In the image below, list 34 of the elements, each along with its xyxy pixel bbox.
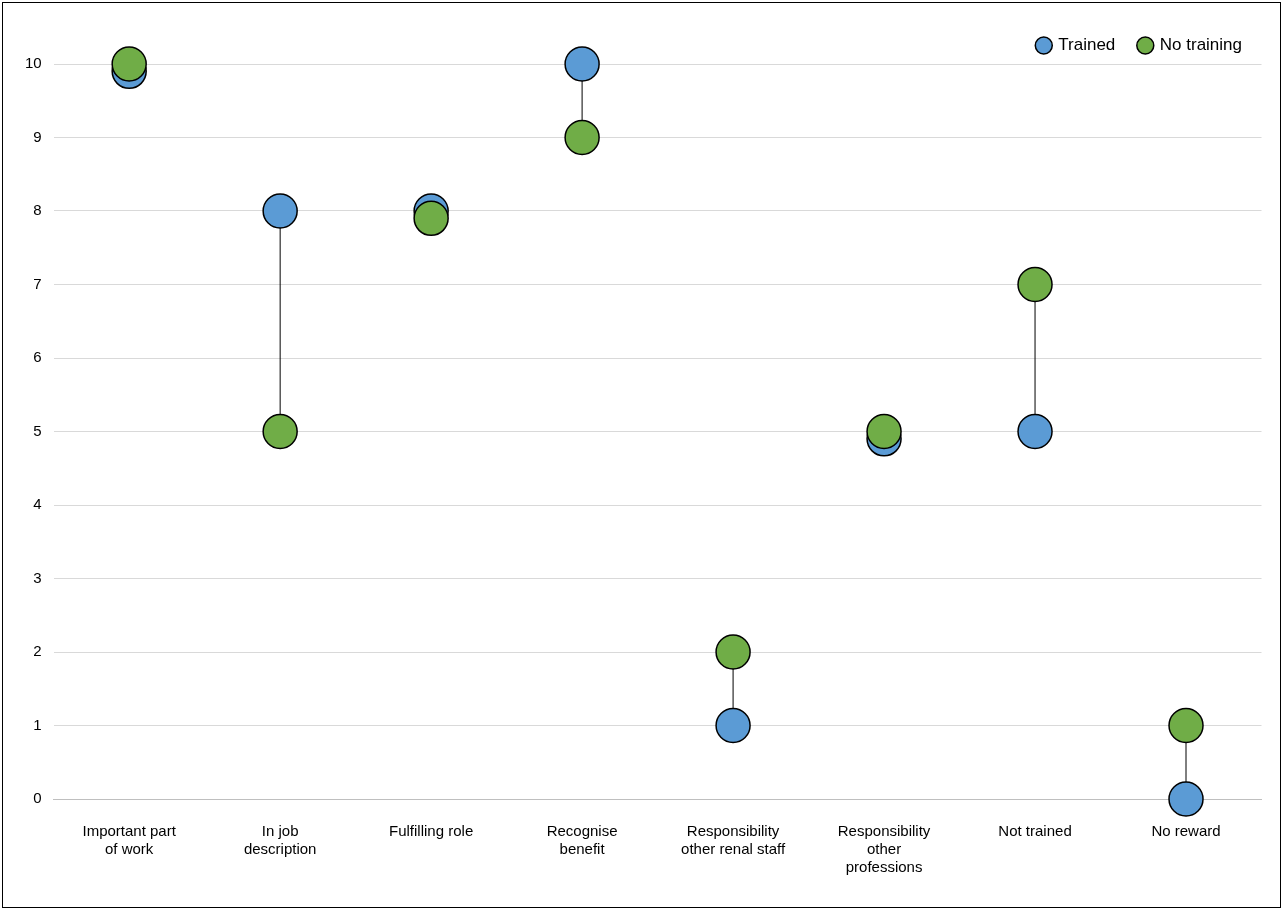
x-tick-label: In job description — [243, 822, 317, 858]
y-tick-label: 5 — [33, 421, 42, 439]
point — [1017, 413, 1053, 450]
y-tick-label: 0 — [33, 789, 42, 807]
point — [111, 46, 147, 82]
x-tick-label: Responsibility other professions — [837, 822, 931, 876]
point — [413, 200, 449, 237]
point — [262, 193, 298, 229]
point — [866, 413, 902, 450]
point — [1168, 707, 1204, 744]
x-tick-label: Important part of work — [82, 822, 177, 858]
point — [564, 119, 600, 156]
x-tick-label: Fulfilling role — [389, 822, 474, 840]
legend-label: Trained — [1058, 35, 1116, 55]
y-tick-label: 9 — [33, 127, 42, 145]
y-tick-label: 10 — [25, 54, 42, 72]
legend-label: No training — [1159, 35, 1243, 55]
y-tick-label: 6 — [33, 348, 42, 366]
point — [1017, 266, 1053, 303]
y-tick-label: 2 — [33, 642, 42, 660]
y-tick-label: 7 — [33, 274, 42, 292]
x-tick-label: Not trained — [998, 822, 1072, 840]
point — [262, 413, 298, 450]
y-tick-label: 3 — [33, 568, 42, 586]
point — [1168, 781, 1204, 817]
point — [715, 634, 751, 670]
y-tick-label: 1 — [33, 715, 42, 733]
y-tick-label: 4 — [33, 495, 42, 513]
point — [715, 707, 751, 744]
point — [564, 46, 600, 82]
y-tick-label: 8 — [33, 201, 42, 219]
x-tick-label: Recognise benefit — [546, 822, 618, 858]
x-tick-label: No reward — [1151, 822, 1221, 840]
x-tick-label: Responsibility other renal staff — [681, 822, 786, 858]
